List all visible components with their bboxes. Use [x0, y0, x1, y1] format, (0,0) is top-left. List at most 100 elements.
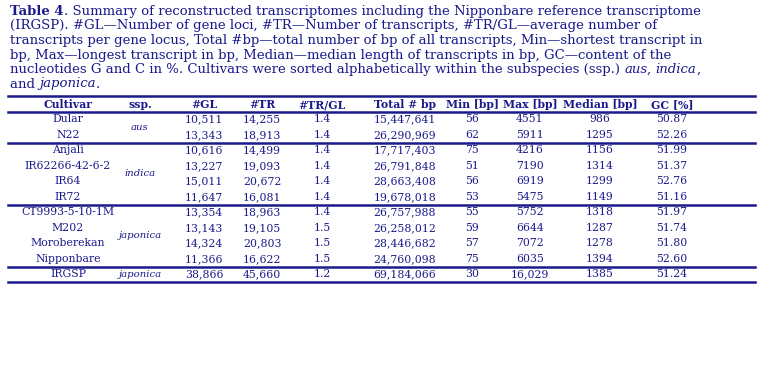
Text: nucleotides G and C in %. Cultivars were sorted alphabetically within the subspe: nucleotides G and C in %. Cultivars were…	[10, 63, 624, 76]
Text: 51.37: 51.37	[656, 161, 688, 171]
Text: 57: 57	[465, 238, 479, 248]
Text: japonica: japonica	[119, 231, 162, 240]
Text: 4551: 4551	[516, 114, 544, 124]
Text: Max [bp]: Max [bp]	[502, 99, 558, 110]
Text: 75: 75	[465, 145, 479, 155]
Text: 5911: 5911	[516, 130, 544, 140]
Text: IR62266-42-6-2: IR62266-42-6-2	[25, 161, 111, 171]
Text: 1299: 1299	[586, 176, 614, 186]
Text: 1394: 1394	[586, 254, 614, 264]
Text: Total # bp: Total # bp	[374, 99, 436, 110]
Text: 38,866: 38,866	[185, 269, 223, 279]
Text: 1.4: 1.4	[313, 207, 331, 217]
Text: 1314: 1314	[586, 161, 614, 171]
Text: IRGSP: IRGSP	[50, 269, 86, 279]
Text: 51.74: 51.74	[656, 223, 688, 233]
Text: #TR/GL: #TR/GL	[299, 99, 345, 110]
Text: 14,255: 14,255	[243, 114, 281, 124]
Text: 30: 30	[465, 269, 479, 279]
Text: 4216: 4216	[516, 145, 544, 155]
Text: 6644: 6644	[516, 223, 544, 233]
Text: Dular: Dular	[53, 114, 83, 124]
Text: N22: N22	[56, 130, 80, 140]
Text: 16,081: 16,081	[243, 192, 281, 202]
Text: 1.4: 1.4	[313, 145, 331, 155]
Text: M202: M202	[52, 223, 84, 233]
Text: 51.97: 51.97	[656, 207, 688, 217]
Text: japonica: japonica	[119, 270, 162, 279]
Text: 28,663,408: 28,663,408	[374, 176, 437, 186]
Text: 1.5: 1.5	[313, 254, 331, 264]
Text: Moroberekan: Moroberekan	[31, 238, 105, 248]
Text: 6919: 6919	[516, 176, 544, 186]
Text: 1318: 1318	[586, 207, 614, 217]
Text: 5475: 5475	[516, 192, 544, 202]
Text: Min [bp]: Min [bp]	[446, 99, 499, 110]
Text: (IRGSP). #GL—Number of gene loci, #TR—Number of transcripts, #TR/GL—average numb: (IRGSP). #GL—Number of gene loci, #TR—Nu…	[10, 20, 657, 32]
Text: 69,184,066: 69,184,066	[374, 269, 437, 279]
Text: .: .	[96, 78, 100, 90]
Text: 18,963: 18,963	[243, 207, 281, 217]
Text: 11,647: 11,647	[185, 192, 223, 202]
Text: 19,105: 19,105	[243, 223, 281, 233]
Text: 26,290,969: 26,290,969	[374, 130, 437, 140]
Text: 52.76: 52.76	[656, 176, 688, 186]
Text: 11,366: 11,366	[185, 254, 223, 264]
Text: japonica: japonica	[39, 78, 96, 90]
Text: . Summary of reconstructed transcriptomes including the Nipponbare reference tra: . Summary of reconstructed transcriptome…	[64, 5, 700, 18]
Text: CT9993-5-10-1M: CT9993-5-10-1M	[21, 207, 115, 217]
Text: transcripts per gene locus, Total #bp—total number of bp of all transcripts, Min: transcripts per gene locus, Total #bp—to…	[10, 34, 702, 47]
Text: 5752: 5752	[516, 207, 544, 217]
Text: 56: 56	[465, 176, 479, 186]
Text: 51: 51	[465, 161, 479, 171]
Text: GC [%]: GC [%]	[651, 99, 693, 110]
Text: bp, Max—longest transcript in bp, Median—median length of transcripts in bp, GC—: bp, Max—longest transcript in bp, Median…	[10, 48, 671, 62]
Text: 7190: 7190	[516, 161, 544, 171]
Text: 1156: 1156	[586, 145, 614, 155]
Text: 1.2: 1.2	[313, 269, 331, 279]
Text: Cultivar: Cultivar	[44, 99, 93, 110]
Text: aus: aus	[624, 63, 647, 76]
Text: 15,011: 15,011	[185, 176, 223, 186]
Text: 45,660: 45,660	[243, 269, 281, 279]
Text: 14,324: 14,324	[185, 238, 223, 248]
Text: 1287: 1287	[586, 223, 614, 233]
Text: 1278: 1278	[586, 238, 614, 248]
Text: 28,446,682: 28,446,682	[374, 238, 437, 248]
Text: 1.4: 1.4	[313, 130, 331, 140]
Text: 16,029: 16,029	[511, 269, 549, 279]
Text: 1.5: 1.5	[313, 238, 331, 248]
Text: #TR: #TR	[249, 99, 275, 110]
Text: 52.26: 52.26	[656, 130, 688, 140]
Text: ,: ,	[696, 63, 701, 76]
Text: 50.87: 50.87	[656, 114, 688, 124]
Text: 1.4: 1.4	[313, 161, 331, 171]
Text: 52.60: 52.60	[656, 254, 688, 264]
Text: 19,678,018: 19,678,018	[374, 192, 437, 202]
Text: aus: aus	[131, 122, 149, 131]
Text: 10,511: 10,511	[185, 114, 223, 124]
Text: 53: 53	[465, 192, 479, 202]
Text: IR72: IR72	[55, 192, 81, 202]
Text: 15,447,641: 15,447,641	[374, 114, 436, 124]
Text: 1.4: 1.4	[313, 114, 331, 124]
Text: 62: 62	[465, 130, 479, 140]
Text: 51.99: 51.99	[656, 145, 688, 155]
Text: 20,803: 20,803	[243, 238, 281, 248]
Text: 10,616: 10,616	[185, 145, 223, 155]
Text: Median [bp]: Median [bp]	[563, 99, 637, 110]
Text: IR64: IR64	[55, 176, 81, 186]
Text: ssp.: ssp.	[128, 99, 152, 110]
Text: indica: indica	[124, 169, 155, 178]
Text: Table 4: Table 4	[10, 5, 64, 18]
Text: 51.80: 51.80	[656, 238, 688, 248]
Text: Nipponbare: Nipponbare	[35, 254, 101, 264]
Text: 51.24: 51.24	[656, 269, 688, 279]
Text: 26,258,012: 26,258,012	[374, 223, 437, 233]
Text: Anjali: Anjali	[52, 145, 83, 155]
Text: #GL: #GL	[191, 99, 217, 110]
Text: 24,760,098: 24,760,098	[374, 254, 437, 264]
Text: 986: 986	[590, 114, 611, 124]
Text: indica: indica	[656, 63, 696, 76]
Text: 13,143: 13,143	[185, 223, 223, 233]
